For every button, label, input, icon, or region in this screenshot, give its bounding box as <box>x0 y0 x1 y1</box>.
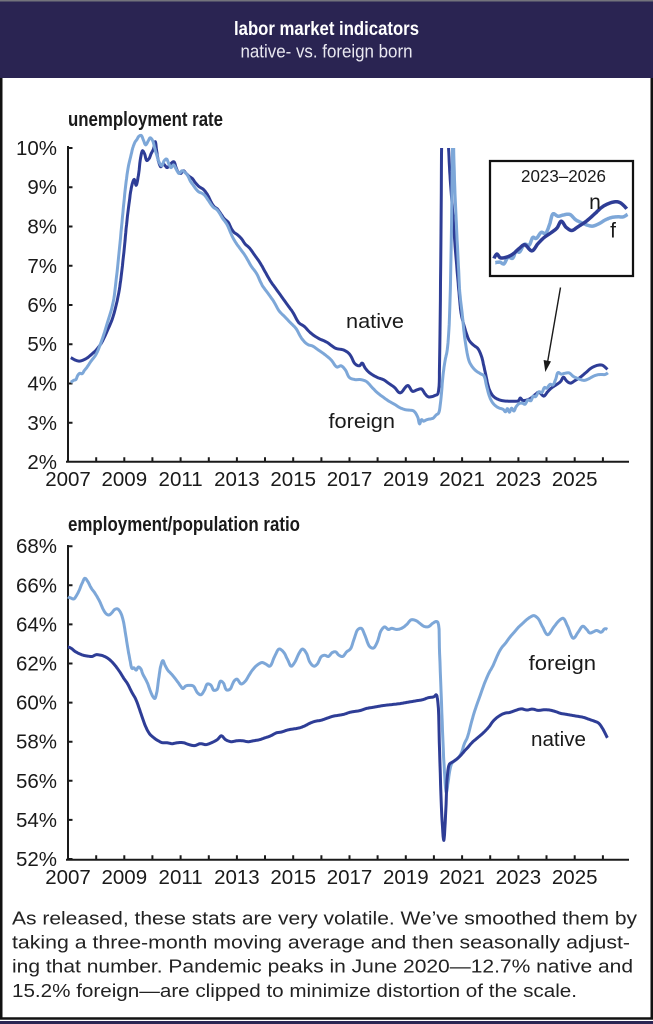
svg-text:ing that number. Pandemic peak: ing that number. Pandemic peaks in June … <box>12 957 633 977</box>
svg-text:2017: 2017 <box>327 468 373 491</box>
svg-text:66%: 66% <box>16 574 57 597</box>
svg-text:2009: 2009 <box>101 866 147 889</box>
svg-text:2009: 2009 <box>101 468 147 491</box>
svg-text:foreign: foreign <box>329 411 396 433</box>
svg-text:2021: 2021 <box>439 866 485 889</box>
svg-text:employment/population ratio: employment/population ratio <box>68 514 300 536</box>
svg-text:2011: 2011 <box>159 866 203 889</box>
svg-text:2025: 2025 <box>552 468 598 491</box>
svg-text:2021: 2021 <box>439 468 485 491</box>
svg-text:2011: 2011 <box>159 468 203 491</box>
svg-text:2007: 2007 <box>45 468 91 491</box>
svg-text:native: native <box>531 729 586 751</box>
svg-text:5%: 5% <box>27 333 57 356</box>
svg-text:64%: 64% <box>16 613 57 636</box>
svg-text:2023: 2023 <box>496 468 542 491</box>
svg-text:2019: 2019 <box>383 866 429 889</box>
svg-text:2015: 2015 <box>270 468 316 491</box>
svg-text:unemployment rate: unemployment rate <box>68 109 223 131</box>
svg-text:58%: 58% <box>16 731 57 754</box>
svg-text:2015: 2015 <box>270 866 316 889</box>
svg-text:4%: 4% <box>27 373 57 396</box>
svg-text:9%: 9% <box>27 176 57 199</box>
svg-text:56%: 56% <box>16 770 57 793</box>
svg-text:2025: 2025 <box>552 866 598 889</box>
svg-text:2023: 2023 <box>496 866 542 889</box>
svg-text:54%: 54% <box>16 809 57 832</box>
svg-text:2013: 2013 <box>214 866 260 889</box>
svg-text:native: native <box>346 311 404 333</box>
svg-text:6%: 6% <box>27 294 57 317</box>
svg-text:7%: 7% <box>27 255 57 278</box>
svg-text:native- vs. foreign born: native- vs. foreign born <box>241 41 413 62</box>
svg-text:15.2% foreign—are clipped to m: 15.2% foreign—are clipped to minimize di… <box>12 981 577 1001</box>
svg-text:2013: 2013 <box>214 468 260 491</box>
svg-text:2019: 2019 <box>383 468 429 491</box>
svg-text:f: f <box>610 220 616 243</box>
svg-text:2%: 2% <box>27 451 57 474</box>
svg-text:60%: 60% <box>16 692 57 715</box>
svg-text:8%: 8% <box>27 216 57 239</box>
svg-text:62%: 62% <box>16 653 57 676</box>
svg-text:As released, these stats are v: As released, these stats are very volati… <box>12 909 637 929</box>
svg-text:2023–2026: 2023–2026 <box>521 166 606 186</box>
svg-text:10%: 10% <box>16 137 57 160</box>
svg-text:68%: 68% <box>16 535 57 558</box>
svg-text:3%: 3% <box>27 412 57 435</box>
svg-text:taking a three-month moving av: taking a three-month moving average and … <box>12 933 630 953</box>
svg-text:2007: 2007 <box>45 866 91 889</box>
svg-text:n: n <box>589 191 601 214</box>
svg-text:2017: 2017 <box>327 866 373 889</box>
svg-text:foreign: foreign <box>529 653 597 675</box>
svg-text:52%: 52% <box>16 848 57 871</box>
svg-text:labor market indicators: labor market indicators <box>234 19 419 40</box>
